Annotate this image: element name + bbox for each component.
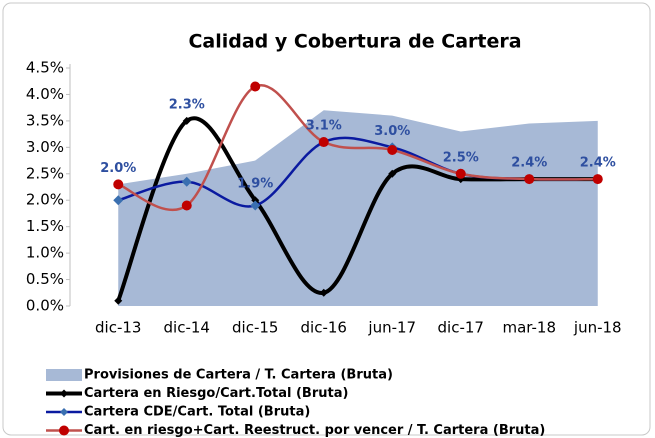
y-tick-label: 3.0%	[26, 138, 64, 156]
x-tick-label: jun-18	[573, 319, 622, 337]
marker	[181, 176, 192, 187]
data-label: 2.5%	[443, 150, 479, 165]
data-label: 2.4%	[580, 156, 616, 171]
x-tick-label: dic-16	[301, 319, 347, 337]
legend-marker	[60, 408, 68, 416]
legend-swatch	[46, 369, 82, 381]
marker	[319, 288, 328, 297]
x-tick-label: jun-17	[367, 319, 416, 337]
x-tick-label: dic-15	[232, 319, 278, 337]
legend-label: Cartera CDE/Cart. Total (Bruta)	[84, 405, 310, 420]
data-label: 2.3%	[169, 97, 205, 112]
y-tick-label: 0.5%	[26, 270, 64, 288]
legend-label: Provisiones de Cartera / T. Cartera (Bru…	[84, 368, 393, 383]
y-tick-label: 0.0%	[26, 297, 64, 315]
y-tick-label: 2.5%	[26, 164, 64, 182]
marker	[113, 179, 124, 190]
marker	[388, 169, 397, 178]
x-tick-label: dic-14	[164, 319, 210, 337]
marker	[524, 174, 535, 185]
data-label: 1.9%	[237, 177, 273, 192]
series-line	[117, 83, 598, 212]
data-label: 3.1%	[306, 119, 342, 134]
marker	[387, 144, 398, 155]
y-tick-label: 4.5%	[26, 59, 64, 77]
chart-title: Calidad y Cobertura de Cartera	[188, 31, 521, 53]
y-tick-label: 1.0%	[26, 244, 64, 262]
marker	[250, 81, 261, 92]
marker	[251, 196, 260, 205]
marker	[181, 200, 192, 211]
marker	[114, 296, 123, 305]
legend-label: Cartera en Riesgo/Cart.Total (Bruta)	[84, 386, 348, 401]
y-tick-label: 4.0%	[26, 85, 64, 103]
y-tick-label: 2.0%	[26, 191, 64, 209]
area	[118, 110, 598, 306]
marker	[455, 168, 466, 179]
data-label: 2.4%	[511, 156, 547, 171]
marker	[182, 116, 191, 125]
legend-marker	[59, 425, 69, 436]
marker	[592, 174, 603, 185]
legend-marker	[60, 389, 68, 398]
legend-label: Cart. en riesgo+Cart. Reestruct. por ven…	[84, 423, 545, 438]
x-tick-label: dic-13	[95, 319, 141, 337]
x-tick-label: mar-18	[502, 319, 556, 337]
data-label: 3.0%	[374, 124, 410, 139]
marker	[318, 137, 329, 148]
y-tick-label: 1.5%	[26, 217, 64, 235]
x-tick-label: dic-17	[438, 319, 484, 337]
marker	[113, 195, 124, 206]
y-tick-label: 3.5%	[26, 111, 64, 129]
marker	[250, 200, 261, 211]
data-label: 2.0%	[100, 161, 136, 176]
